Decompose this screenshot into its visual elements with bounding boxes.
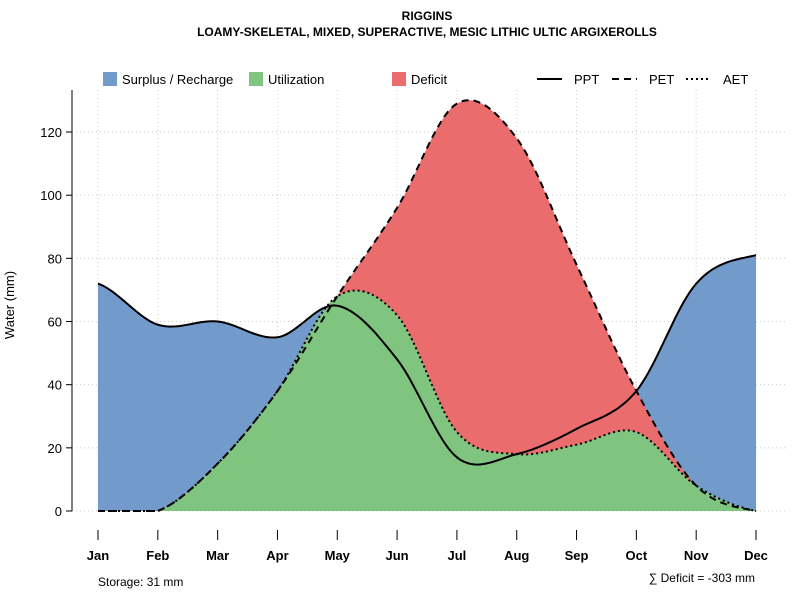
lines — [97, 99, 757, 512]
utilization-area — [98, 290, 756, 511]
y-tick-label: 20 — [48, 441, 62, 456]
x-tick-label: Apr — [266, 548, 288, 563]
legend-label-surplus: Surplus / Recharge — [122, 72, 233, 87]
x-tick-label: Jun — [386, 548, 409, 563]
line-aet — [98, 289, 757, 512]
legend-swatch-utilization — [249, 72, 263, 86]
line-pet — [98, 99, 757, 512]
storage-annotation: Storage: 31 mm — [98, 575, 183, 589]
legend-swatch-deficit — [392, 72, 406, 86]
x-tick-label: Dec — [744, 548, 768, 563]
x-tick-label: Oct — [626, 548, 648, 563]
legend-label-deficit: Deficit — [411, 72, 448, 87]
y-tick-label: 100 — [40, 188, 62, 203]
legend-swatch-surplus — [103, 72, 117, 86]
chart-subtitle: LOAMY-SKELETAL, MIXED, SUPERACTIVE, MESI… — [197, 25, 657, 39]
legend-label-aet: AET — [723, 72, 748, 87]
y-tick-label: 80 — [48, 251, 62, 266]
x-tick-label: Jul — [448, 548, 467, 563]
x-tick-label: Mar — [206, 548, 229, 563]
y-axis-label: Water (mm) — [2, 271, 17, 339]
deficit-annotation: ∑ Deficit = -303 mm — [649, 571, 755, 585]
axes: 0 20 40 60 80 100 120 Jan Feb Mar Apr May Jun Jul Aug S… — [40, 90, 768, 563]
y-tick-label: 60 — [48, 315, 62, 330]
legend-label-utilization: Utilization — [268, 72, 324, 87]
y-tick-label: 120 — [40, 125, 62, 140]
x-tick-label: Feb — [146, 548, 169, 563]
legend-label-ppt: PPT — [574, 72, 599, 87]
y-tick-label: 0 — [55, 504, 62, 519]
x-tick-label: Nov — [684, 548, 709, 563]
line-ppt — [97, 254, 757, 466]
chart-title: RIGGINS — [402, 9, 453, 23]
x-tick-label: Jan — [87, 548, 109, 563]
x-tick-label: Aug — [504, 548, 529, 563]
legend: Surplus / Recharge Utilization Deficit P… — [103, 72, 748, 87]
x-tick-label: May — [325, 548, 351, 563]
x-tick-label: Sep — [565, 548, 589, 563]
y-tick-label: 40 — [48, 378, 62, 393]
areas — [98, 100, 756, 511]
legend-label-pet: PET — [649, 72, 674, 87]
deficit-area — [98, 100, 756, 511]
